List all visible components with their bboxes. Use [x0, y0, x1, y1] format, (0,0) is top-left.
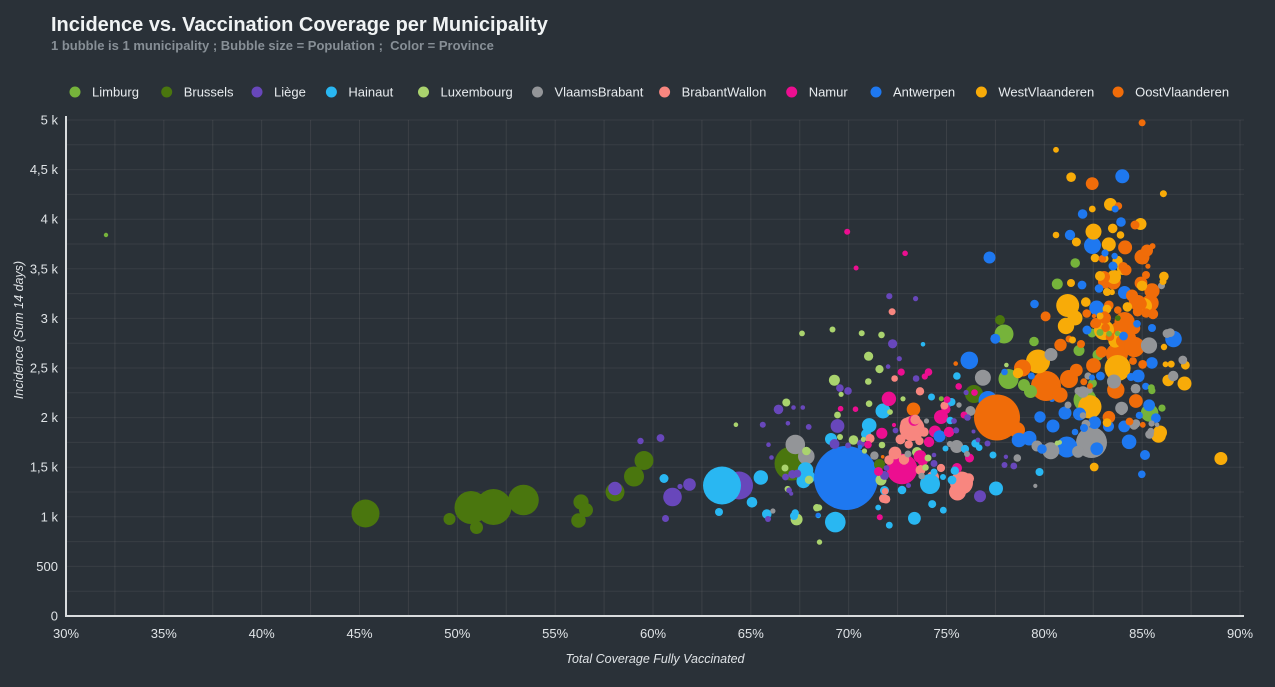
svg-text:Namur: Namur	[809, 85, 849, 100]
svg-text:Brussels: Brussels	[184, 85, 234, 100]
svg-text:Luxembourg: Luxembourg	[441, 85, 513, 100]
svg-text:500: 500	[36, 559, 58, 574]
svg-text:1 k: 1 k	[41, 509, 59, 524]
svg-text:0: 0	[51, 609, 58, 624]
svg-text:OostVlaanderen: OostVlaanderen	[1135, 85, 1229, 100]
svg-text:40%: 40%	[249, 626, 275, 641]
svg-text:Incidence vs. Vaccination Cove: Incidence vs. Vaccination Coverage per M…	[51, 14, 549, 36]
svg-text:45%: 45%	[346, 626, 372, 641]
svg-text:80%: 80%	[1031, 626, 1057, 641]
svg-text:Limburg: Limburg	[92, 85, 139, 100]
svg-text:Antwerpen: Antwerpen	[893, 85, 955, 100]
svg-text:85%: 85%	[1129, 626, 1155, 641]
svg-text:70%: 70%	[836, 626, 862, 641]
svg-text:4,5 k: 4,5 k	[30, 162, 59, 177]
svg-text:90%: 90%	[1227, 626, 1253, 641]
svg-text:55%: 55%	[542, 626, 568, 641]
svg-text:65%: 65%	[738, 626, 764, 641]
svg-text:2 k: 2 k	[41, 410, 59, 425]
svg-text:Hainaut: Hainaut	[348, 85, 393, 100]
svg-text:75%: 75%	[933, 626, 959, 641]
svg-text:60%: 60%	[640, 626, 666, 641]
svg-text:5 k: 5 k	[41, 113, 59, 128]
svg-text:Liège: Liège	[274, 85, 306, 100]
svg-text:Total Coverage Fully Vaccinate: Total Coverage Fully Vaccinated	[565, 652, 745, 666]
svg-text:30%: 30%	[53, 626, 79, 641]
svg-text:1 bubble is 1 municipality ; B: 1 bubble is 1 municipality ; Bubble size…	[51, 38, 494, 53]
svg-text:BrabantWallon: BrabantWallon	[682, 85, 767, 100]
svg-text:WestVlaanderen: WestVlaanderen	[998, 85, 1094, 100]
svg-text:3 k: 3 k	[41, 311, 59, 326]
svg-text:1,5 k: 1,5 k	[30, 460, 59, 475]
svg-text:4 k: 4 k	[41, 212, 59, 227]
svg-text:VlaamsBrabant: VlaamsBrabant	[555, 85, 644, 100]
svg-text:35%: 35%	[151, 626, 177, 641]
svg-text:2,5 k: 2,5 k	[30, 361, 59, 376]
svg-text:50%: 50%	[444, 626, 470, 641]
svg-text:Incidence (Sum 14 days): Incidence (Sum 14 days)	[12, 261, 26, 399]
svg-text:3,5 k: 3,5 k	[30, 261, 59, 276]
